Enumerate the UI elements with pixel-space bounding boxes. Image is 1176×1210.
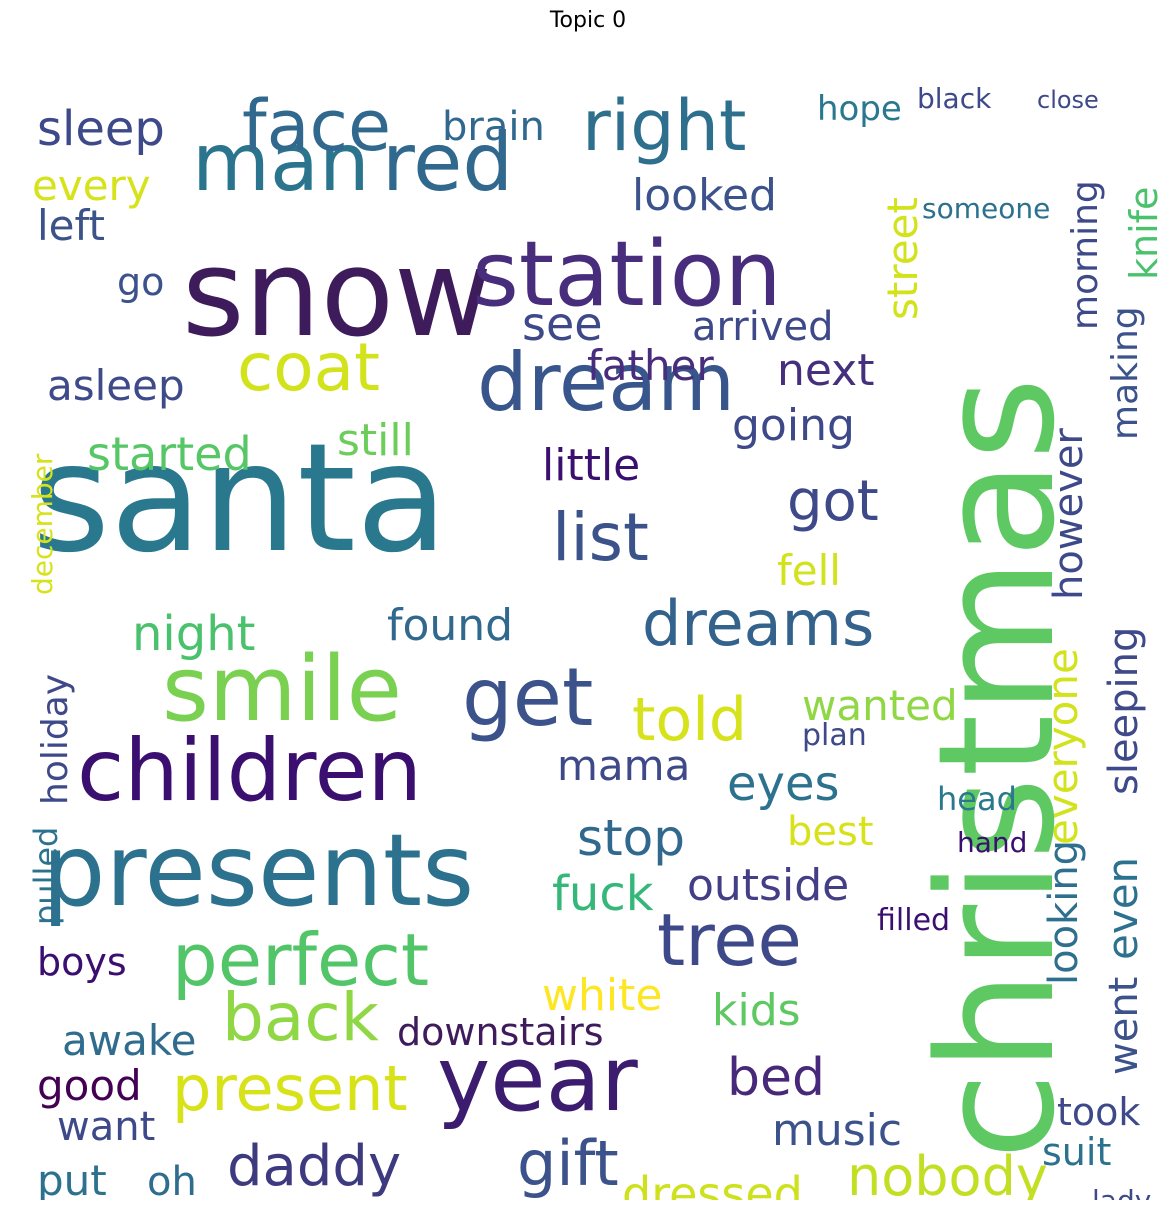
word-tree: tree	[657, 898, 802, 982]
word-head: head	[937, 780, 1017, 818]
word-santa: santa	[32, 412, 448, 586]
word-looking: looking	[1041, 840, 1087, 985]
word-hope: hope	[817, 89, 902, 129]
word-boys: boys	[37, 940, 127, 984]
word-dressed: dressed	[622, 1167, 803, 1200]
word-going: going	[732, 400, 855, 451]
word-father: father	[587, 341, 714, 390]
word-downstairs: downstairs	[397, 1010, 604, 1054]
word-daddy: daddy	[227, 1134, 401, 1199]
word-december: december	[26, 453, 59, 595]
word-stop: stop	[577, 809, 685, 867]
word-brain: brain	[442, 104, 545, 150]
word-gift: gift	[517, 1127, 619, 1200]
word-face: face	[242, 85, 391, 167]
word-filled: filled	[877, 903, 950, 938]
word-smile: smile	[162, 637, 402, 742]
word-see: see	[522, 297, 603, 351]
word-dream: dream	[477, 336, 735, 429]
word-holiday: holiday	[35, 674, 76, 805]
word-put: put	[37, 1156, 107, 1200]
word-present: present	[172, 1052, 408, 1125]
word-arrived: arrived	[692, 304, 833, 350]
word-kids: kids	[712, 985, 801, 1036]
word-coat: coat	[237, 329, 380, 406]
word-found: found	[387, 600, 513, 651]
word-dreams: dreams	[642, 587, 874, 660]
word-presents: presents	[42, 812, 474, 929]
word-everyone: everyone	[1038, 648, 1087, 845]
word-still: still	[337, 415, 414, 466]
word-mama: mama	[557, 741, 690, 790]
word-night: night	[132, 606, 255, 662]
word-children: children	[77, 721, 422, 821]
word-knife: knife	[1122, 187, 1162, 280]
word-every: every	[32, 161, 151, 210]
word-list: list	[552, 499, 649, 576]
word-year: year	[437, 1027, 638, 1132]
word-eyes: eyes	[727, 756, 839, 812]
word-station: station	[472, 222, 782, 327]
word-close: close	[1037, 86, 1099, 114]
word-music: music	[772, 1105, 902, 1156]
word-left: left	[37, 201, 105, 250]
word-plan: plan	[802, 718, 867, 753]
word-looked: looked	[632, 170, 777, 221]
word-however: however	[1046, 428, 1092, 600]
word-nobody: nobody	[847, 1145, 1048, 1200]
word-red: red	[382, 116, 513, 209]
word-pulled: pulled	[27, 827, 65, 925]
word-suit: suit	[1042, 1130, 1111, 1174]
word-outside: outside	[687, 860, 849, 911]
word-got: got	[787, 469, 879, 534]
word-street: street	[878, 197, 927, 320]
word-wanted: wanted	[802, 681, 958, 730]
word-man: man	[192, 116, 370, 209]
word-started: started	[87, 427, 252, 481]
figure-title: Topic 0	[549, 8, 627, 33]
word-little: little	[542, 440, 640, 491]
word-right: right	[582, 85, 746, 167]
word-told: told	[632, 685, 747, 755]
word-perfect: perfect	[172, 918, 429, 1002]
word-black: black	[917, 82, 992, 115]
word-awake: awake	[62, 1016, 197, 1065]
word-back: back	[222, 979, 380, 1056]
word-get: get	[462, 651, 593, 744]
word-go: go	[117, 260, 164, 304]
word-took: took	[1057, 1090, 1140, 1134]
word-fuck: fuck	[552, 866, 654, 922]
word-lady: lady	[1092, 1184, 1151, 1200]
word-sleeping: sleeping	[1101, 627, 1147, 795]
word-morning: morning	[1065, 180, 1106, 330]
word-fell: fell	[777, 546, 841, 595]
word-went: went	[1101, 977, 1147, 1075]
word-even: even	[1098, 857, 1147, 960]
word-want: want	[57, 1104, 155, 1150]
word-asleep: asleep	[47, 361, 185, 410]
word-hand: hand	[957, 826, 1027, 859]
word-best: best	[787, 809, 874, 855]
word-oh: oh	[147, 1159, 197, 1200]
word-making: making	[1105, 306, 1146, 440]
word-bed: bed	[727, 1048, 825, 1108]
word-sleep: sleep	[37, 101, 165, 157]
word-someone: someone	[922, 192, 1050, 225]
word-good: good	[37, 1061, 142, 1110]
word-snow: snow	[182, 225, 492, 364]
word-white: white	[542, 970, 662, 1021]
word-christmas: christmas	[903, 377, 1090, 1160]
word-next: next	[777, 345, 874, 396]
